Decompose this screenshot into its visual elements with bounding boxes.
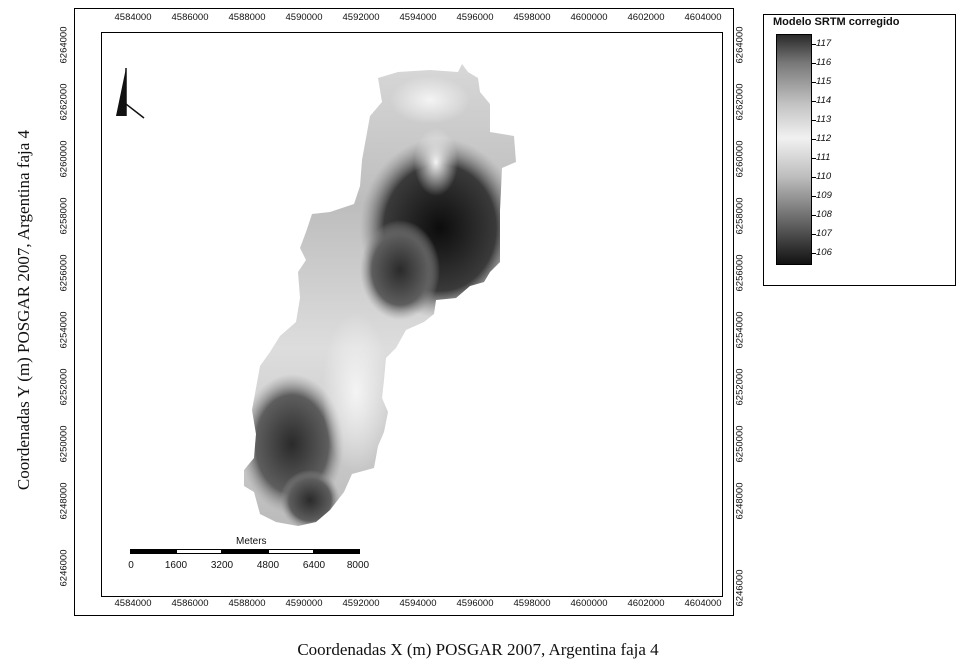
legend-color-ramp: [776, 34, 812, 265]
north-arrow-icon: [116, 68, 145, 119]
x-tick-top: 4604000: [684, 12, 722, 23]
scalebar-segment: [314, 549, 360, 554]
legend-value: 116: [816, 57, 832, 68]
scalebar-segment: [268, 549, 314, 554]
legend-value: 112: [816, 133, 832, 144]
x-tick-bottom: 4590000: [285, 598, 323, 609]
scalebar-segment: [130, 549, 176, 554]
x-tick-top: 4584000: [114, 12, 152, 23]
scalebar-label: 4800: [256, 560, 280, 571]
x-tick-top: 4600000: [570, 12, 608, 23]
legend-value: 117: [816, 38, 832, 49]
legend-tick: [812, 101, 816, 102]
map-frame: [74, 8, 734, 616]
scalebar-label: 3200: [210, 560, 234, 571]
x-tick-top: 4594000: [399, 12, 437, 23]
x-axis-label: Coordenadas X (m) POSGAR 2007, Argentina…: [297, 640, 659, 659]
legend-tick: [812, 215, 816, 216]
x-tick-top: 4602000: [627, 12, 665, 23]
x-tick-bottom: 4594000: [399, 598, 437, 609]
scalebar-label: 0: [128, 560, 134, 571]
legend-tick: [812, 63, 816, 64]
x-tick-top: 4598000: [513, 12, 551, 23]
x-tick-bottom: 4602000: [627, 598, 665, 609]
scalebar-label: 6400: [302, 560, 326, 571]
legend-value: 109: [816, 190, 832, 201]
x-tick-bottom: 4588000: [228, 598, 266, 609]
legend-value: 107: [816, 228, 832, 239]
x-ticks-bottom: 4584000 4586000 4588000 4590000 4592000 …: [0, 596, 956, 616]
legend-tick: [812, 158, 816, 159]
legend-value: 106: [816, 247, 832, 258]
legend-tick: [812, 177, 816, 178]
x-tick-top: 4586000: [171, 12, 209, 23]
legend-tick: [812, 44, 816, 45]
legend-tick: [812, 234, 816, 235]
x-tick-top: 4592000: [342, 12, 380, 23]
x-tick-top: 4590000: [285, 12, 323, 23]
legend-tick: [812, 253, 816, 254]
scalebar-segment: [176, 549, 222, 554]
legend-value: 113: [816, 114, 832, 125]
legend-value: 108: [816, 209, 832, 220]
legend-title: Modelo SRTM corregido: [773, 16, 900, 28]
legend-value: 111: [816, 152, 831, 163]
x-tick-bottom: 4592000: [342, 598, 380, 609]
y-axis-label: Coordenadas Y (m) POSGAR 2007, Argentina…: [14, 129, 33, 491]
x-tick-bottom: 4600000: [570, 598, 608, 609]
scalebar-segment: [222, 549, 268, 554]
map-data-frame: [101, 32, 723, 597]
x-tick-bottom: 4586000: [171, 598, 209, 609]
legend-tick: [812, 82, 816, 83]
legend-tick: [812, 139, 816, 140]
x-tick-bottom: 4596000: [456, 598, 494, 609]
legend-value: 115: [816, 76, 832, 87]
legend-tick: [812, 196, 816, 197]
scalebar-label: 1600: [164, 560, 188, 571]
x-tick-top: 4588000: [228, 12, 266, 23]
legend-value: 114: [816, 95, 832, 106]
x-tick-bottom: 4584000: [114, 598, 152, 609]
x-ticks-top: 4584000 4586000 4588000 4590000 4592000 …: [0, 0, 956, 30]
x-tick-top: 4596000: [456, 12, 494, 23]
scalebar-unit: Meters: [236, 536, 267, 547]
x-tick-bottom: 4598000: [513, 598, 551, 609]
legend-tick: [812, 120, 816, 121]
x-tick-bottom: 4604000: [684, 598, 722, 609]
legend-value: 110: [816, 171, 832, 182]
scalebar-label: 8000: [346, 560, 370, 571]
